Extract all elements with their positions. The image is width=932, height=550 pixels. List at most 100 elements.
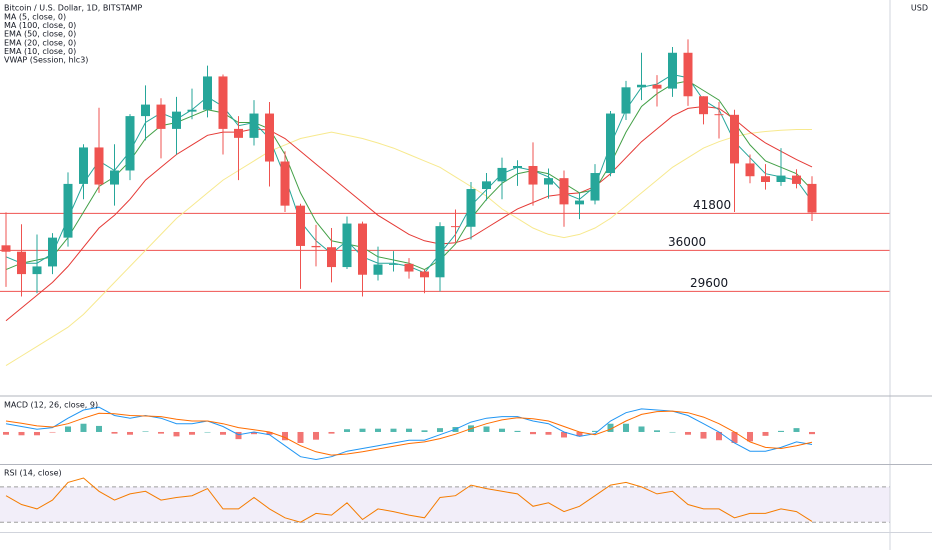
grid — [0, 486, 890, 523]
candle-body — [745, 163, 755, 177]
histogram-bar — [576, 431, 583, 437]
candle-body — [621, 87, 631, 114]
histogram-bar — [65, 426, 71, 432]
legend-entry: EMA (20, close, 0) — [4, 38, 76, 47]
histogram-bar — [638, 426, 645, 432]
histogram-bar — [716, 431, 722, 441]
candle-body — [435, 226, 445, 278]
histogram-bar — [282, 431, 288, 441]
histogram-bar — [235, 431, 242, 440]
candle-body — [296, 205, 305, 246]
histogram-bar — [747, 431, 753, 442]
histogram-bar — [545, 431, 552, 435]
candle-body — [637, 84, 646, 88]
histogram-bar — [328, 431, 335, 434]
histogram-bar — [204, 431, 211, 433]
candle-body — [125, 116, 135, 171]
rsi-band — [0, 486, 890, 523]
candle-body — [668, 52, 677, 89]
currency: USD — [911, 4, 928, 13]
histogram-bar — [96, 425, 102, 432]
candle-body — [327, 247, 336, 268]
candle-body — [714, 114, 724, 116]
histogram-bar — [437, 428, 443, 432]
candle-body — [652, 84, 662, 89]
histogram-bar — [111, 431, 118, 434]
candle-body — [63, 183, 73, 238]
indicator-line — [5, 105, 813, 322]
candle-body — [389, 263, 398, 265]
candle-body — [32, 266, 42, 275]
candle-body — [172, 111, 181, 129]
histogram-bar — [251, 431, 257, 435]
candle-body — [559, 178, 569, 205]
legend-entry: EMA (50, close, 0) — [4, 30, 76, 39]
candle-body — [575, 200, 584, 205]
candle-body — [203, 76, 212, 110]
histogram-bar — [421, 430, 428, 432]
candle-body — [544, 178, 553, 185]
histogram-bar — [297, 431, 304, 443]
histogram-bar — [530, 431, 536, 435]
indicator-line — [5, 406, 813, 461]
legend-entry: MA (100, close, 0) — [4, 21, 76, 30]
candle-body — [482, 181, 491, 190]
histogram-bar — [266, 431, 273, 435]
level-label: 36000 — [668, 235, 706, 249]
labels: Bitcoin / U.S. Dollar, 1D, BITSTAMP MACD… — [4, 4, 928, 478]
histogram-bar — [3, 431, 9, 435]
histogram-bar — [762, 431, 769, 436]
candle-body — [17, 251, 26, 275]
candle-body — [373, 264, 383, 275]
candle-body — [280, 161, 290, 206]
histogram-bar — [359, 428, 366, 432]
candle-body — [466, 189, 476, 227]
candle-body — [342, 223, 352, 268]
candle-body — [187, 109, 197, 112]
candle-body — [141, 104, 150, 117]
histogram-bar — [700, 431, 707, 439]
histogram-bar — [344, 429, 350, 432]
histogram-bar — [793, 428, 800, 432]
histogram-bar — [49, 431, 56, 433]
histogram-bar — [623, 423, 629, 432]
histogram-bar — [499, 428, 505, 432]
chart-title: Bitcoin / U.S. Dollar, 1D, BITSTAMP — [4, 4, 142, 13]
level-label: 29600 — [690, 276, 728, 290]
candle-body — [761, 176, 770, 182]
candle-body — [311, 245, 321, 248]
macd-title: MACD (12, 26, close, 9) — [4, 401, 98, 410]
plot — [0, 39, 890, 523]
legend-entry: EMA (10, close, 0) — [4, 47, 76, 56]
candle-body — [234, 128, 243, 138]
candle-body — [497, 167, 507, 182]
histogram-bar — [173, 431, 180, 437]
histogram-bar — [731, 431, 738, 443]
candle-body — [94, 147, 104, 185]
histogram-bar — [607, 423, 614, 432]
histogram-bar — [778, 430, 784, 432]
indicator-line — [5, 129, 812, 367]
histogram-bar — [406, 428, 412, 432]
candle-body — [156, 104, 166, 129]
candle-body — [699, 96, 708, 115]
candle-body — [265, 113, 274, 162]
candle-body — [606, 113, 615, 174]
candle-body — [683, 52, 693, 97]
level-label: 41800 — [693, 198, 731, 212]
histogram-bar — [313, 431, 319, 440]
histogram-bar — [592, 430, 598, 432]
candle-body — [451, 226, 460, 228]
histogram-bar — [34, 431, 40, 436]
histogram-bar — [142, 431, 149, 432]
rsi-title: RSI (14, close) — [4, 469, 62, 478]
candle-body — [420, 271, 429, 278]
candle-body — [528, 165, 538, 185]
candle-body — [590, 173, 600, 201]
histogram-bar — [127, 431, 133, 435]
histogram-bar — [669, 431, 676, 433]
histogram-bar — [80, 423, 87, 432]
histogram-bar — [514, 430, 521, 432]
